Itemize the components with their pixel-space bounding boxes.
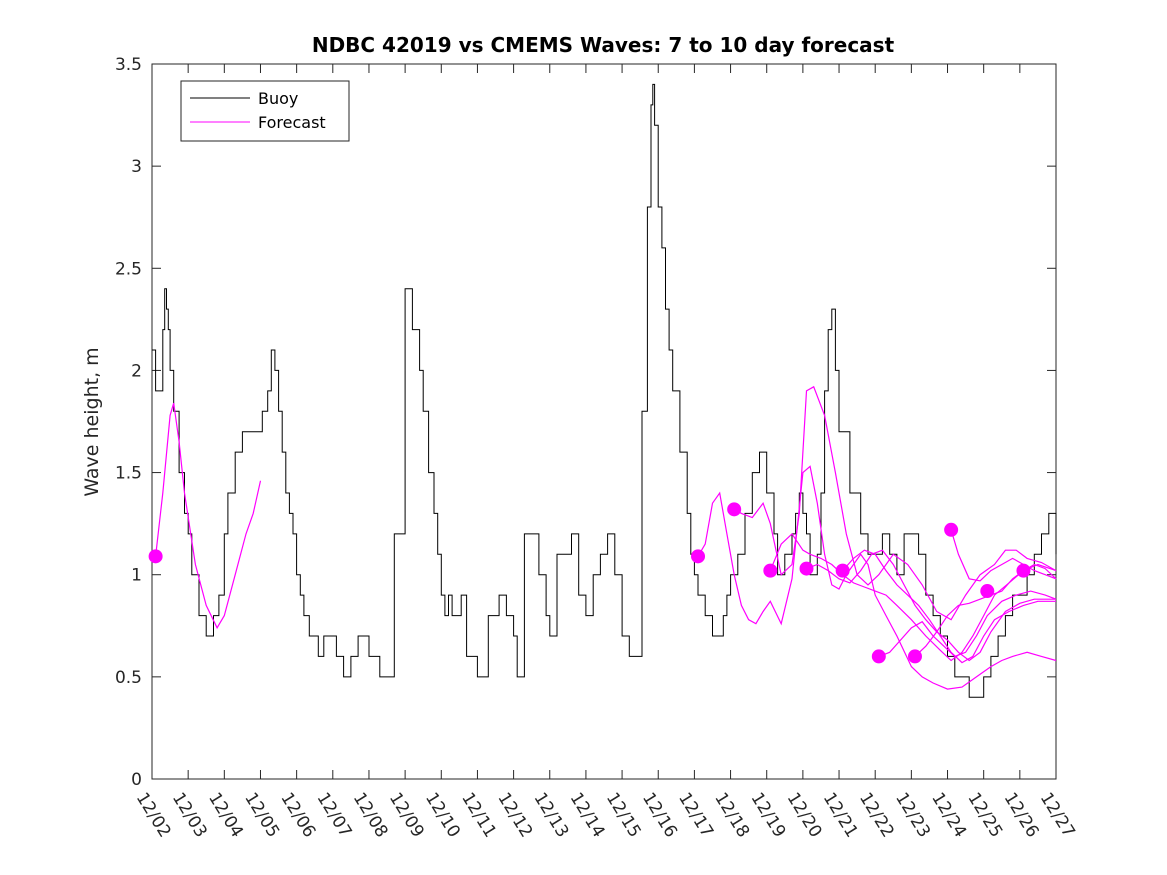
plot-area <box>151 63 1057 780</box>
series-forecast-line-2 <box>697 465 1057 690</box>
y-tick-label: 2 <box>131 361 142 381</box>
legend-label-buoy: Buoy <box>258 89 298 108</box>
y-tick-label: 3.5 <box>115 55 142 75</box>
forecast-start-marker <box>691 549 706 564</box>
series-buoy-line <box>152 83 1057 698</box>
series-forecast-line-5 <box>806 549 1056 662</box>
forecast-start-marker <box>835 563 850 578</box>
forecast-start-marker <box>763 563 778 578</box>
marker-layer <box>148 502 1031 664</box>
series-layer <box>152 83 1057 698</box>
series-forecast-line-7 <box>878 590 1057 658</box>
forecast-start-marker <box>871 649 886 664</box>
forecast-start-marker <box>727 502 742 517</box>
chart-title: NDBC 42019 vs CMEMS Waves: 7 to 10 day f… <box>312 33 895 57</box>
forecast-start-marker <box>944 522 959 537</box>
axes-box <box>151 63 1057 780</box>
series-forecast-line-9 <box>950 529 1057 582</box>
forecast-start-marker <box>907 649 922 664</box>
forecast-start-marker <box>148 549 163 564</box>
y-axis-label: Wave height, m <box>81 347 103 496</box>
forecast-start-marker <box>799 561 814 576</box>
y-tick-label: 0 <box>131 770 142 790</box>
legend-box <box>180 80 350 142</box>
series-forecast-line-6 <box>842 549 1056 664</box>
series-forecast-line-4 <box>769 532 1057 662</box>
y-tick-label: 0.5 <box>115 668 142 688</box>
series-forecast-line-3 <box>733 385 1057 621</box>
forecast-start-marker <box>1016 563 1031 578</box>
legend-label-forecast: Forecast <box>258 113 326 132</box>
y-tick-label: 1 <box>131 566 142 586</box>
y-tick-label: 2.5 <box>115 259 142 279</box>
forecast-start-marker <box>980 584 995 599</box>
y-tick-label: 3 <box>131 157 142 177</box>
y-tick-label: 1.5 <box>115 464 142 484</box>
series-forecast-line-1 <box>155 402 262 630</box>
legend: Buoy Forecast <box>180 80 350 142</box>
